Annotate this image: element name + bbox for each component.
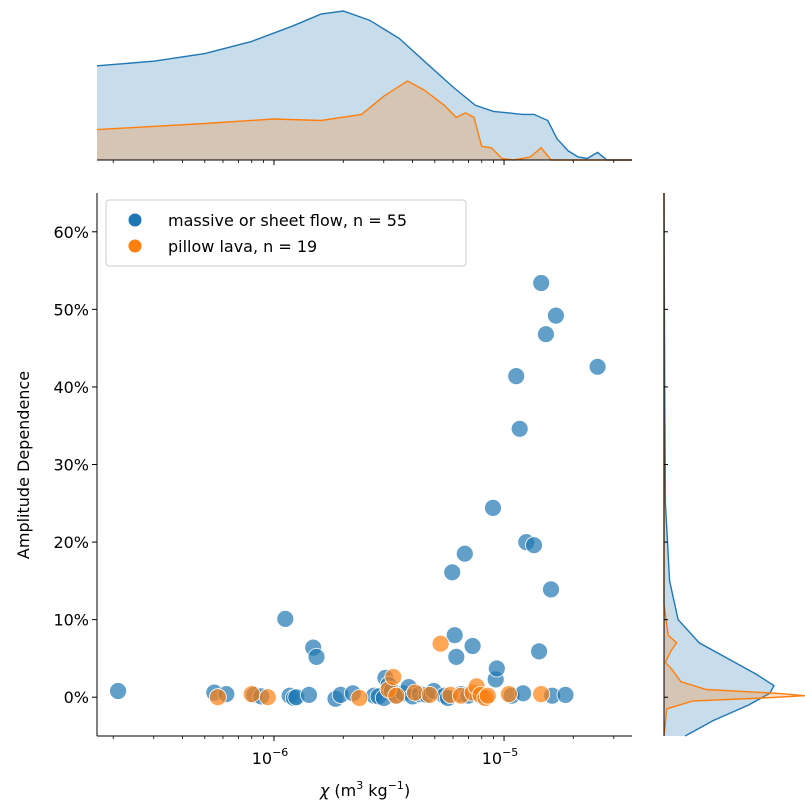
y-tick-label: 50% — [53, 300, 89, 319]
massive-point — [588, 357, 607, 376]
massive-point — [445, 626, 464, 645]
x-tick-label: 10−6 — [252, 746, 289, 768]
legend-label: pillow lava, n = 19 — [168, 237, 317, 256]
massive-point — [307, 648, 326, 666]
y-tick-label: 0% — [64, 688, 89, 707]
legend-frame — [105, 199, 467, 267]
legend: massive or sheet flow, n = 55 pillow lava… — [105, 199, 467, 267]
x-axis-label: χ (m3 kg−1) — [319, 779, 410, 800]
massive-point — [447, 648, 466, 666]
massive-point — [556, 686, 575, 704]
pillow-right-density-line — [663, 193, 805, 737]
massive-top-density-fill — [97, 11, 632, 160]
massive-point — [525, 536, 543, 555]
legend-marker — [128, 239, 142, 253]
scatter-points — [109, 274, 607, 708]
pillow-right-density-fill — [664, 193, 805, 736]
pillow-point — [478, 686, 497, 705]
y-tick-label: 30% — [53, 456, 89, 475]
pillow-point — [499, 685, 518, 703]
massive-point — [487, 659, 506, 678]
massive-point — [510, 419, 529, 438]
pillow-point — [406, 683, 424, 702]
pillow-point — [208, 688, 227, 707]
massive-point — [443, 563, 462, 582]
massive-top-density-line — [96, 10, 632, 161]
pillow-top-density-line — [96, 80, 632, 161]
massive-point — [532, 274, 551, 292]
massive-point — [507, 367, 526, 386]
right-marginal-kde — [663, 192, 805, 737]
pillow-top-density-fill — [97, 81, 632, 160]
pillow-point — [532, 685, 551, 703]
legend-marker — [128, 213, 142, 227]
pillow-point — [431, 634, 450, 653]
pillow-point — [387, 686, 406, 705]
scatter-axes: 0% 10% 20% 30% 40% 50% 60% 10−6 10−5 — [53, 160, 632, 768]
massive-point — [109, 682, 127, 700]
top-marginal-kde — [96, 10, 632, 161]
massive-point — [300, 686, 318, 704]
x-tick-label: 10−5 — [482, 746, 519, 768]
massive-point — [547, 306, 565, 325]
massive-point — [542, 580, 560, 599]
massive-point — [484, 498, 502, 517]
y-tick-label: 20% — [53, 533, 89, 552]
massive-point — [276, 610, 295, 628]
massive-point — [537, 325, 555, 344]
massive-point — [455, 544, 474, 563]
y-tick-label: 40% — [53, 378, 89, 397]
massive-point — [530, 642, 548, 661]
massive-right-density-fill — [664, 193, 774, 736]
y-tick-label: 60% — [53, 223, 89, 242]
y-axis-label: Amplitude Dependence — [14, 371, 33, 559]
y-tick-label: 10% — [53, 611, 89, 630]
massive-right-density-line — [663, 192, 775, 737]
pillow-point — [420, 686, 439, 704]
legend-label: massive or sheet flow, n = 55 — [168, 211, 407, 230]
pillow-point — [384, 668, 403, 686]
pillow-point — [350, 689, 369, 707]
massive-point — [463, 637, 482, 655]
pillow-point — [258, 688, 277, 707]
pillow-point — [242, 685, 261, 703]
